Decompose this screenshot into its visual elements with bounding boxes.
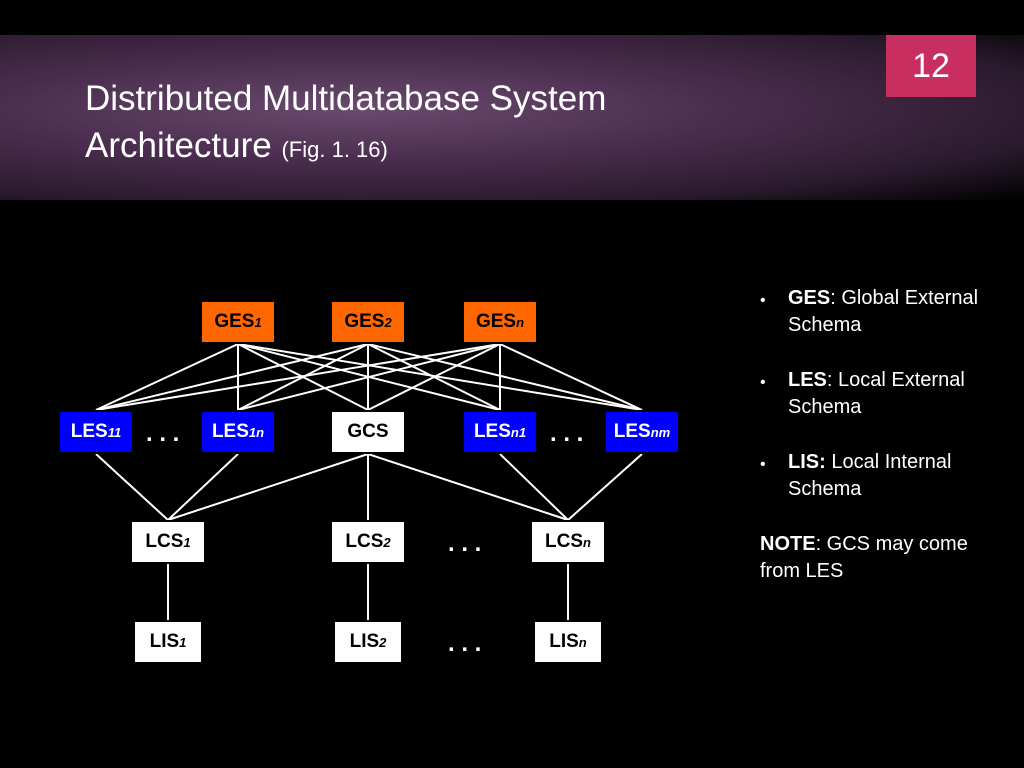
bullet-icon: • (760, 449, 788, 503)
legend-les: • LES: Local External Schema (760, 367, 1010, 421)
legend-note-label: NOTE (760, 533, 816, 555)
ges1-node: GES1 (200, 300, 276, 344)
gesn-sub: n (516, 315, 524, 330)
legend-lis-label: LIS: (788, 451, 826, 473)
legend-ges-label: GES (788, 287, 830, 309)
lis2-label: LIS (350, 631, 380, 653)
lesnn-label: LES (614, 421, 651, 443)
ges1-label: GES (214, 311, 254, 333)
lesn1-label: LES (474, 421, 511, 443)
lesn1-sub: n1 (511, 425, 526, 440)
les1n-sub: 1n (249, 425, 264, 440)
legend-ges: • GES: Global External Schema (760, 285, 1010, 339)
bullet-icon: • (760, 285, 788, 339)
slide-number-badge: 12 (886, 35, 976, 97)
slide-number-text: 12 (912, 47, 950, 86)
lisn-label: LIS (549, 631, 579, 653)
legend: • GES: Global External Schema • LES: Loc… (760, 285, 1010, 585)
gesn-label: GES (476, 311, 516, 333)
les1-dots: . . . (146, 420, 179, 448)
legend-ges-text: GES: Global External Schema (788, 285, 1010, 339)
ges2-label: GES (344, 311, 384, 333)
title-line2: Architecture (85, 126, 272, 165)
ges1-sub: 1 (254, 315, 261, 330)
les11-node: LES11 (58, 410, 134, 454)
title-line1: Distributed Multidatabase System (85, 79, 606, 118)
lcsn-sub: n (583, 535, 591, 550)
lis1-label: LIS (150, 631, 180, 653)
lisn-sub: n (579, 635, 587, 650)
lis2-node: LIS2 (333, 620, 403, 664)
lcs2-node: LCS2 (330, 520, 406, 564)
architecture-diagram: GES1 GES2 . . . GESn LES11 . . . LES1n G… (0, 240, 760, 740)
lis1-node: LIS1 (133, 620, 203, 664)
lesnn-sub: nm (651, 425, 671, 440)
les11-label: LES (71, 421, 108, 443)
lis1-sub: 1 (179, 635, 186, 650)
ges-dots: . . . (418, 310, 451, 338)
legend-note: NOTE: GCS may come from LES (760, 531, 1010, 585)
title-fig: (Fig. 1. 16) (281, 137, 387, 162)
ges2-node: GES2 (330, 300, 406, 344)
lis-dots: . . . (448, 630, 481, 658)
lesnn-node: LESnm (604, 410, 680, 454)
gesn-node: GESn (462, 300, 538, 344)
lcsn-label: LCS (545, 531, 583, 553)
legend-les-text: LES: Local External Schema (788, 367, 1010, 421)
bullet-icon: • (760, 367, 788, 421)
slide-title: Distributed Multidatabase System Archite… (85, 75, 606, 170)
lcs2-sub: 2 (383, 535, 390, 550)
lesn-dots: . . . (550, 420, 583, 448)
les1n-node: LES1n (200, 410, 276, 454)
lcs1-label: LCS (145, 531, 183, 553)
lcs1-sub: 1 (183, 535, 190, 550)
ges2-sub: 2 (384, 315, 391, 330)
gcs-node: GCS (330, 410, 406, 454)
les11-sub: 11 (108, 425, 122, 440)
lesn1-node: LESn1 (462, 410, 538, 454)
lcs-dots: . . . (448, 530, 481, 558)
legend-lis: • LIS: Local Internal Schema (760, 449, 1010, 503)
les1n-label: LES (212, 421, 249, 443)
gcs-label: GCS (347, 421, 388, 443)
lisn-node: LISn (533, 620, 603, 664)
legend-les-label: LES (788, 369, 827, 391)
lis2-sub: 2 (379, 635, 386, 650)
lcs1-node: LCS1 (130, 520, 206, 564)
lcs2-label: LCS (345, 531, 383, 553)
legend-lis-text: LIS: Local Internal Schema (788, 449, 1010, 503)
lcsn-node: LCSn (530, 520, 606, 564)
